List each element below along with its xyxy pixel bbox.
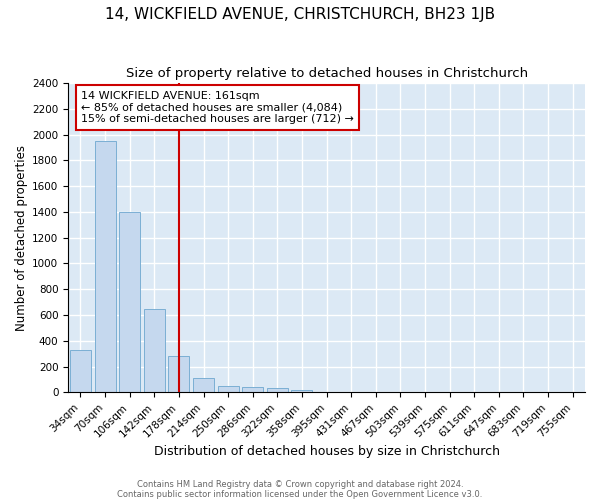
Text: 14 WICKFIELD AVENUE: 161sqm
← 85% of detached houses are smaller (4,084)
15% of : 14 WICKFIELD AVENUE: 161sqm ← 85% of det… bbox=[81, 91, 354, 124]
Bar bbox=[119, 212, 140, 392]
Text: 14, WICKFIELD AVENUE, CHRISTCHURCH, BH23 1JB: 14, WICKFIELD AVENUE, CHRISTCHURCH, BH23… bbox=[105, 8, 495, 22]
Title: Size of property relative to detached houses in Christchurch: Size of property relative to detached ho… bbox=[125, 68, 527, 80]
Text: Contains HM Land Registry data © Crown copyright and database right 2024.
Contai: Contains HM Land Registry data © Crown c… bbox=[118, 480, 482, 499]
Bar bbox=[242, 387, 263, 392]
Bar bbox=[144, 308, 165, 392]
Bar bbox=[95, 141, 116, 393]
Bar bbox=[169, 356, 190, 392]
Bar bbox=[267, 388, 288, 392]
Bar bbox=[193, 378, 214, 392]
Bar bbox=[218, 386, 239, 392]
X-axis label: Distribution of detached houses by size in Christchurch: Distribution of detached houses by size … bbox=[154, 444, 500, 458]
Bar bbox=[70, 350, 91, 393]
Y-axis label: Number of detached properties: Number of detached properties bbox=[15, 144, 28, 330]
Bar bbox=[292, 390, 313, 392]
